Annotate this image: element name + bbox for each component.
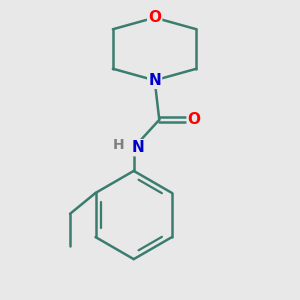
Text: O: O xyxy=(148,10,161,25)
Text: N: N xyxy=(148,73,161,88)
Text: N: N xyxy=(132,140,145,155)
Text: O: O xyxy=(188,112,201,127)
Text: H: H xyxy=(113,138,125,152)
